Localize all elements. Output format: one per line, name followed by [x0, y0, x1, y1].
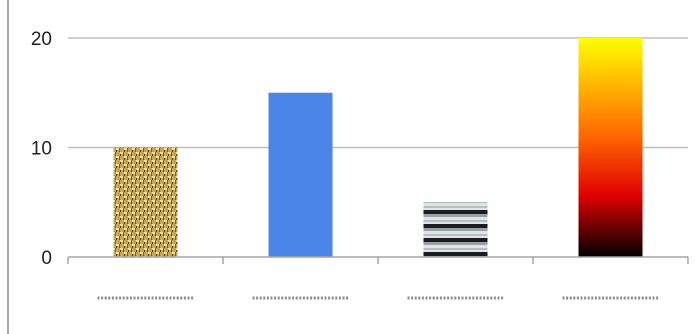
y-tick-label: 10 [31, 139, 52, 160]
y-tick-label: 20 [31, 29, 52, 50]
bar-1 [113, 147, 178, 257]
bars [113, 38, 643, 257]
y-tick-label: 0 [41, 248, 52, 269]
bar-4 [578, 38, 643, 257]
bar-2 [268, 92, 333, 257]
y-tick-labels: 0 10 20 [31, 29, 52, 269]
x-axis [67, 256, 689, 264]
bar-3 [423, 202, 488, 257]
